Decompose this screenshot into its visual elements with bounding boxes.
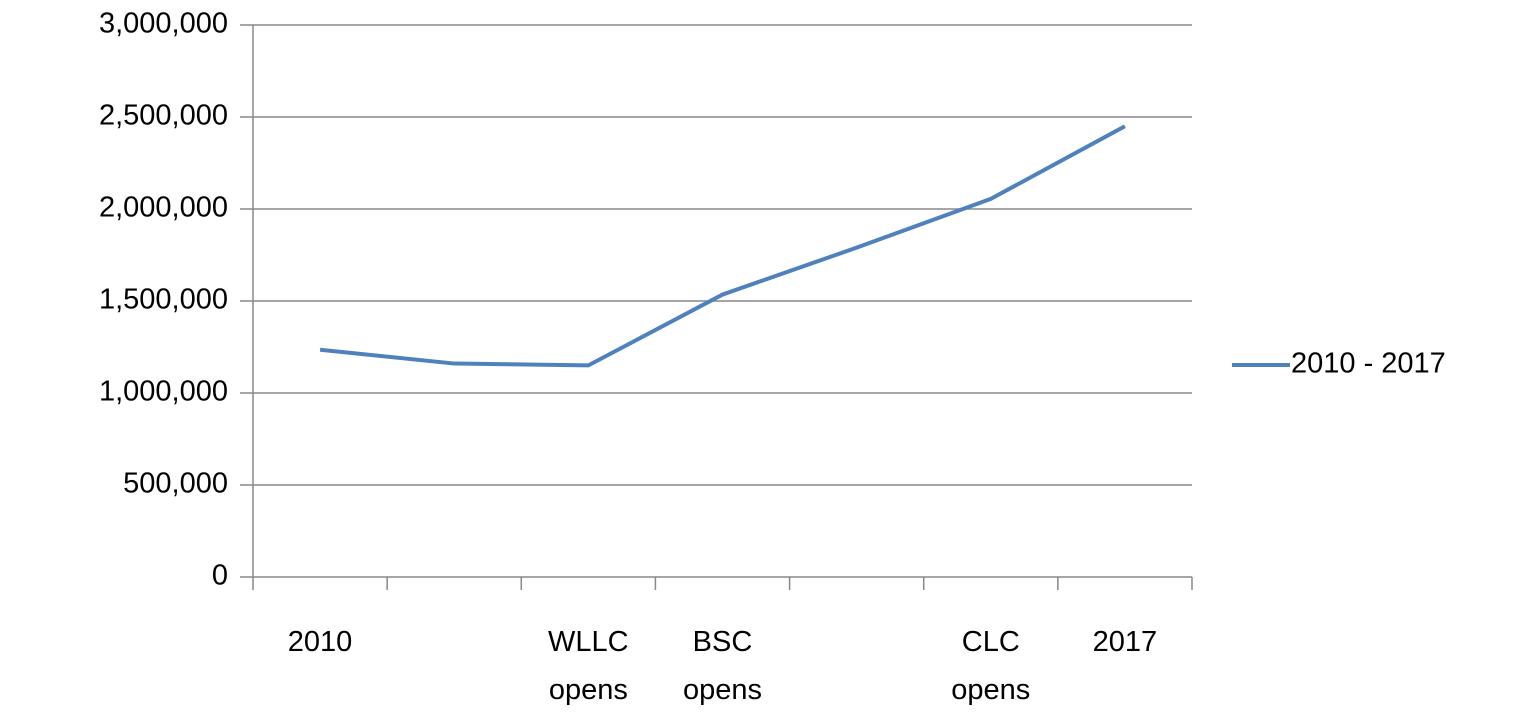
y-tick-label: 2,000,000	[99, 192, 228, 224]
line-series	[319, 124, 1126, 368]
x-tick-label: 2010	[287, 626, 353, 658]
y-tick-label: 0	[212, 560, 228, 592]
y-tick-label: 3,000,000	[99, 8, 228, 40]
y-tick-label: 1,000,000	[99, 376, 228, 408]
y-tick-label: 500,000	[123, 468, 228, 500]
x-tick-label: 2017	[1092, 626, 1158, 658]
x-tick-label: BSC opens	[682, 626, 762, 706]
y-tick-label: 1,500,000	[99, 284, 228, 316]
x-tick-label: CLC opens	[951, 626, 1031, 706]
x-tick-label: WLLC opens	[548, 626, 629, 706]
legend-label: 2010 - 2017	[1291, 348, 1446, 380]
y-tick-label: 2,500,000	[99, 100, 228, 132]
